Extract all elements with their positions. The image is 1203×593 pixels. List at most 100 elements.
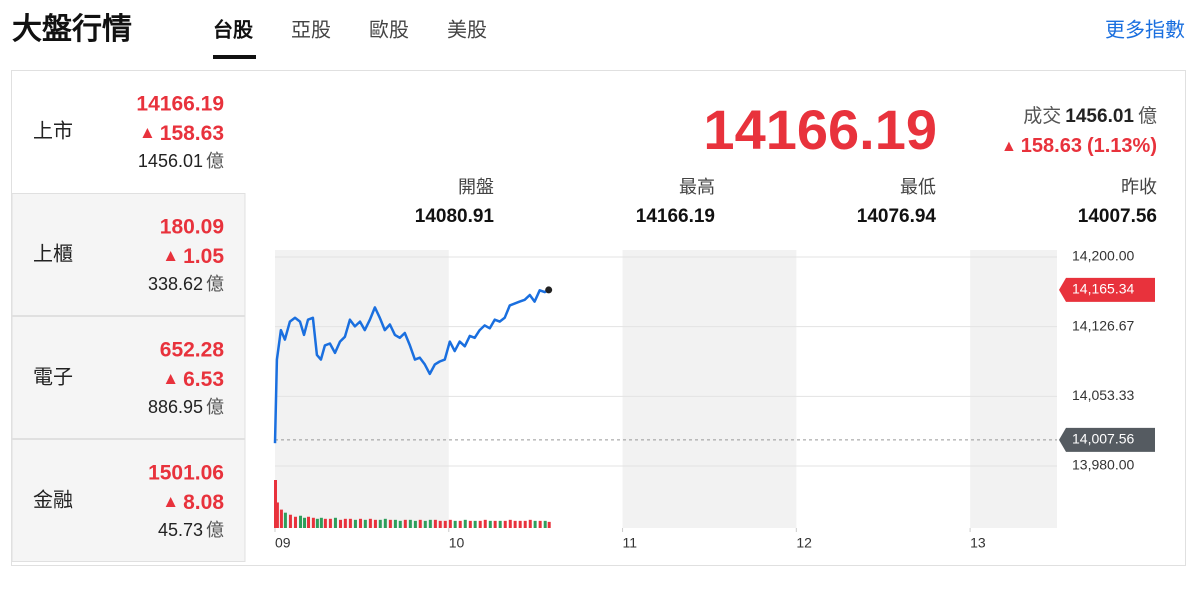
page-title: 大盤行情 — [12, 13, 132, 46]
hour-band — [622, 250, 797, 528]
last-point — [545, 286, 553, 294]
volume-bar — [448, 519, 452, 528]
market-value: 1501.06 — [148, 462, 224, 485]
up-marker: ▲ — [1001, 138, 1017, 155]
price-line — [273, 288, 550, 444]
detail-volume: 成交 1456.01 億 — [1023, 105, 1157, 127]
volume-unit: 億 — [206, 274, 224, 294]
last-price-tag — [1059, 277, 1155, 302]
x-tick-label: 13 — [970, 535, 986, 551]
market-name: 金融 — [33, 488, 73, 511]
row-background — [11, 316, 246, 439]
market-value: 14166.19 — [136, 93, 224, 116]
stat-label: 最低 — [900, 177, 936, 197]
volume-label: 成交 — [1023, 105, 1061, 127]
up-marker: ▲ — [139, 123, 156, 142]
volume-bar — [523, 520, 527, 528]
market-row[interactable]: 電子 652.28 ▲ 6.53 886.95 億 — [11, 316, 246, 439]
volume-bar — [488, 520, 492, 528]
volume-bar — [508, 519, 512, 528]
row-background — [11, 439, 246, 562]
volume-bar — [398, 520, 402, 528]
up-marker: ▲ — [162, 492, 179, 511]
volume-bar — [363, 519, 367, 528]
detail-change: ▲ 158.63 (1.13%) — [1001, 135, 1157, 157]
market-row[interactable]: 上櫃 180.09 ▲ 1.05 338.62 億 — [11, 193, 246, 316]
stat-value: 14007.56 — [1078, 206, 1157, 227]
volume-bar — [403, 519, 407, 528]
market-row[interactable]: 金融 1501.06 ▲ 8.08 45.73 億 — [11, 439, 246, 562]
change-value: 8.08 — [183, 491, 224, 514]
change-value: 6.53 — [183, 368, 224, 391]
market-change: ▲ 6.53 — [162, 368, 224, 391]
tab[interactable]: 亞股 — [291, 19, 331, 41]
volume-bar — [353, 519, 357, 528]
volume-value: 1456.01 — [138, 151, 203, 171]
volume-bar — [293, 516, 297, 528]
hour-band — [970, 250, 1057, 528]
market-change: ▲ 158.63 — [139, 122, 224, 145]
volume-bar — [315, 518, 319, 528]
tab[interactable]: 台股 — [213, 17, 253, 41]
last-price-tag-label: 14,165.34 — [1072, 281, 1134, 297]
volume-bar — [418, 519, 422, 528]
volume-value: 1456.01 — [1065, 106, 1134, 127]
volume-unit: 億 — [206, 151, 224, 171]
tab-underline — [213, 55, 256, 59]
volume-bar — [338, 519, 342, 528]
x-tick-label: 10 — [449, 535, 465, 551]
volume-bar — [443, 520, 447, 528]
volume-value: 886.95 — [148, 397, 203, 417]
volume-bar — [543, 520, 547, 528]
volume-bar — [343, 518, 347, 528]
x-tick-label: 12 — [796, 535, 812, 551]
volume-bar — [333, 517, 337, 528]
market-value: 652.28 — [160, 339, 225, 362]
volume-bar — [378, 519, 382, 528]
market-volume: 338.62 億 — [148, 274, 224, 294]
volume-bar — [433, 519, 437, 528]
reference-tag-label: 14,007.56 — [1072, 431, 1134, 447]
volume-bar — [388, 519, 392, 528]
volume-bar — [358, 518, 362, 528]
stat-label: 昨收 — [1121, 177, 1157, 197]
volume-bar — [368, 518, 372, 528]
volume-bar — [274, 480, 277, 528]
market-change: ▲ 1.05 — [162, 245, 224, 268]
volume-bar — [547, 521, 551, 528]
market-row[interactable]: 上市 14166.19 ▲ 158.63 1456.01 億 — [33, 93, 224, 171]
volume-bar — [307, 516, 311, 528]
y-tick-label: 14,126.67 — [1072, 317, 1134, 333]
volume-bar — [408, 519, 412, 528]
volume-bar — [503, 520, 507, 528]
volume-bar — [303, 517, 307, 528]
volume-bar — [348, 518, 352, 528]
more-link[interactable]: 更多指數 — [1105, 18, 1185, 41]
up-marker: ▲ — [162, 246, 179, 265]
volume-bar — [299, 515, 303, 528]
change-value: 158.63 — [160, 122, 224, 145]
volume-bar — [468, 520, 472, 528]
volume-bar — [323, 518, 327, 528]
market-volume: 1456.01 億 — [138, 151, 224, 171]
volume-bar — [319, 517, 323, 528]
market-name: 上櫃 — [33, 242, 73, 265]
y-tick-label: 14,200.00 — [1072, 248, 1134, 264]
volume-bar — [393, 519, 397, 528]
volume-bar — [413, 520, 417, 528]
volume-bar — [483, 519, 487, 528]
stat-label: 開盤 — [458, 177, 494, 197]
market-value: 180.09 — [160, 216, 224, 239]
market-name: 電子 — [33, 366, 73, 388]
tab[interactable]: 美股 — [447, 18, 487, 41]
volume-bar — [518, 520, 522, 528]
market-name: 上市 — [33, 119, 73, 142]
change-pct: (1.13%) — [1087, 135, 1157, 157]
volume-bar — [453, 520, 457, 528]
market-volume: 45.73 億 — [158, 520, 224, 540]
row-background — [11, 193, 246, 316]
tab[interactable]: 歐股 — [369, 18, 409, 41]
volume-bar — [438, 520, 442, 528]
